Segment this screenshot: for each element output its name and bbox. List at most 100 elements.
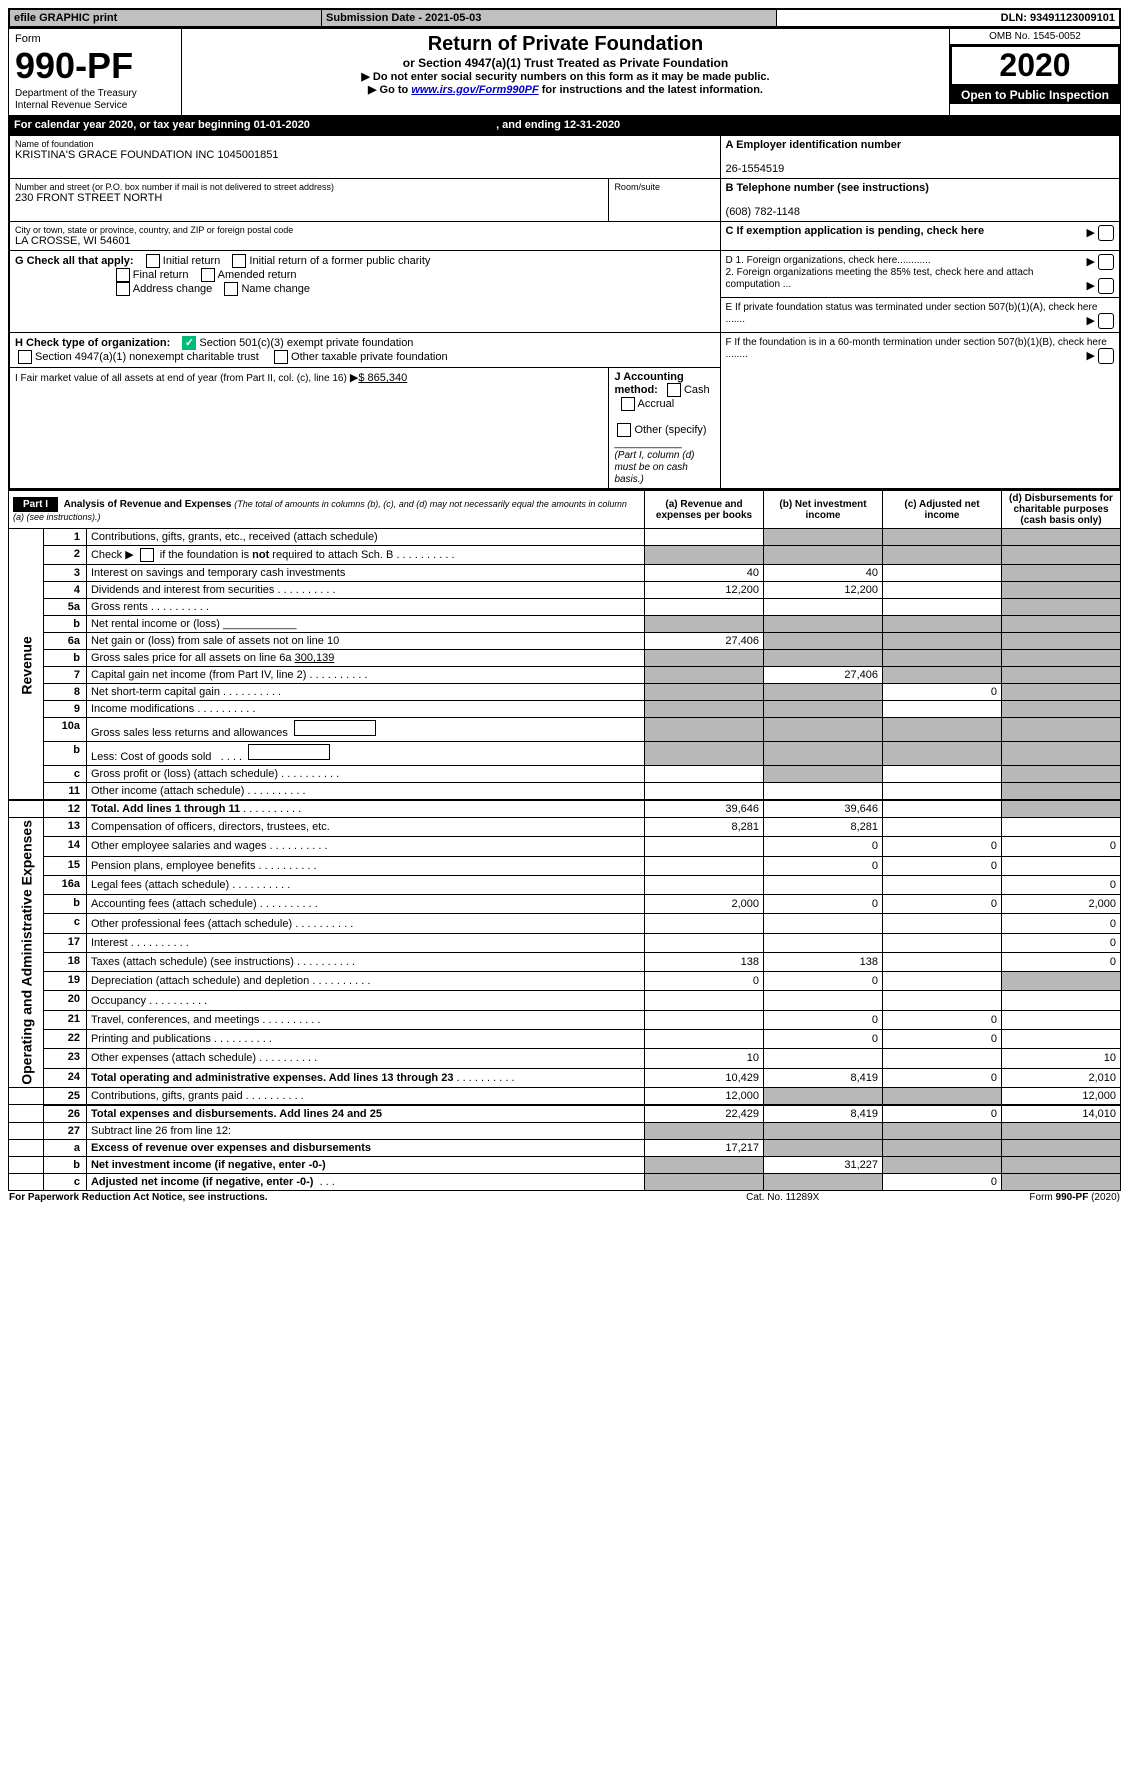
table-row: cAdjusted net income (if negative, enter… [9, 1173, 1121, 1190]
form-title: Return of Private Foundation [188, 33, 943, 56]
room-label: Room/suite [614, 182, 714, 192]
d1-check[interactable] [1098, 254, 1114, 270]
table-row: Operating and Administrative Expenses 13… [9, 818, 1121, 837]
city-label: City or town, state or province, country… [15, 225, 715, 235]
foundation-name: KRISTINA'S GRACE FOUNDATION INC 10450018… [15, 149, 715, 161]
tax-year: 2020 [950, 45, 1120, 86]
page-footer: For Paperwork Reduction Act Notice, see … [8, 1191, 1121, 1204]
h1-check[interactable]: ✓ [182, 336, 196, 350]
table-row: 26Total expenses and disbursements. Add … [9, 1105, 1121, 1123]
table-row: 5aGross rents [9, 599, 1121, 616]
table-row: 4Dividends and interest from securities … [9, 582, 1121, 599]
goto: ▶ Go to www.irs.gov/Form990PF for instru… [188, 83, 943, 96]
addr-label: Number and street (or P.O. box number if… [15, 182, 603, 192]
col-c: (c) Adjusted net income [883, 491, 1002, 529]
j1-check[interactable] [667, 383, 681, 397]
tel-label: B Telephone number (see instructions) [726, 182, 929, 194]
g5-check[interactable] [116, 282, 130, 296]
street: 230 FRONT STREET NORTH [15, 192, 603, 204]
calendar-year-row: For calendar year 2020, or tax year begi… [8, 116, 1121, 134]
footer-right: Form 990-PF (2020) [880, 1191, 1121, 1204]
g6-check[interactable] [224, 282, 238, 296]
dln: DLN: 93491123009101 [777, 9, 1120, 27]
table-row: 27Subtract line 26 from line 12: [9, 1122, 1121, 1139]
form-number: 990-PF [15, 45, 133, 86]
footer-left: For Paperwork Reduction Act Notice, see … [8, 1191, 685, 1204]
table-row: 3Interest on savings and temporary cash … [9, 565, 1121, 582]
col-b: (b) Net investment income [764, 491, 883, 529]
h2-check[interactable] [18, 350, 32, 364]
g4-check[interactable] [201, 268, 215, 282]
g1-check[interactable] [146, 254, 160, 268]
table-row: 15Pension plans, employee benefits 00 [9, 856, 1121, 875]
table-row: 18Taxes (attach schedule) (see instructi… [9, 952, 1121, 971]
revenue-label: Revenue [9, 529, 44, 801]
part-title: Analysis of Revenue and Expenses [64, 499, 232, 510]
g-label: G Check all that apply: [15, 255, 134, 267]
j3-check[interactable] [617, 423, 631, 437]
ein-label: A Employer identification number [726, 139, 902, 151]
table-row: 14Other employee salaries and wages 000 [9, 837, 1121, 856]
col-d: (d) Disbursements for charitable purpose… [1002, 491, 1121, 529]
c-checkbox[interactable] [1098, 225, 1114, 241]
part1-table: Part I Analysis of Revenue and Expenses … [8, 490, 1121, 1191]
h-label: H Check type of organization: [15, 337, 170, 349]
table-row: bNet rental income or (loss) ___________… [9, 616, 1121, 633]
name-label: Name of foundation [15, 139, 715, 149]
part-label: Part I [13, 497, 58, 512]
col-a: (a) Revenue and expenses per books [645, 491, 764, 529]
ein: 26-1554519 [726, 163, 785, 175]
city: LA CROSSE, WI 54601 [15, 235, 715, 247]
table-row: 23Other expenses (attach schedule) 1010 [9, 1049, 1121, 1068]
d1: D 1. Foreign organizations, check here..… [726, 255, 931, 266]
table-row: cOther professional fees (attach schedul… [9, 914, 1121, 933]
table-row: 10aGross sales less returns and allowanc… [9, 718, 1121, 742]
g3-check[interactable] [116, 268, 130, 282]
table-row: 6aNet gain or (loss) from sale of assets… [9, 633, 1121, 650]
form-link[interactable]: www.irs.gov/Form990PF [411, 84, 538, 96]
h3-check[interactable] [274, 350, 288, 364]
table-row: 11Other income (attach schedule) [9, 783, 1121, 801]
f-check[interactable] [1098, 348, 1114, 364]
table-row: 8Net short-term capital gain 0 [9, 684, 1121, 701]
c-label: C If exemption application is pending, c… [726, 225, 985, 237]
expenses-label: Operating and Administrative Expenses [9, 818, 44, 1088]
efile-label: efile GRAPHIC print [9, 9, 322, 27]
table-row: 9Income modifications [9, 701, 1121, 718]
submission-date: Submission Date - 2021-05-03 [322, 9, 777, 27]
table-row: 17Interest 0 [9, 933, 1121, 952]
table-row: bNet investment income (if negative, ent… [9, 1156, 1121, 1173]
e-label: E If private foundation status was termi… [726, 302, 1098, 325]
table-row: 2Check ▶ if the foundation is not requir… [9, 546, 1121, 565]
footer-mid: Cat. No. 11289X [685, 1191, 880, 1204]
telephone: (608) 782-1148 [726, 206, 800, 218]
table-row: bAccounting fees (attach schedule) 2,000… [9, 895, 1121, 914]
open-public: Open to Public Inspection [950, 86, 1120, 104]
table-row: bLess: Cost of goods sold . . . . [9, 742, 1121, 766]
table-row: 20Occupancy [9, 991, 1121, 1010]
e-check[interactable] [1098, 313, 1114, 329]
table-row: 16aLegal fees (attach schedule) 0 [9, 875, 1121, 894]
g2-check[interactable] [232, 254, 246, 268]
j-note: (Part I, column (d) must be on cash basi… [614, 450, 694, 485]
f-label: F If the foundation is in a 60-month ter… [726, 337, 1107, 360]
j2-check[interactable] [621, 397, 635, 411]
table-row: 12Total. Add lines 1 through 11 39,64639… [9, 800, 1121, 818]
table-row: 7Capital gain net income (from Part IV, … [9, 667, 1121, 684]
i-value: $ 865,340 [358, 372, 407, 384]
form-header: Form 990-PF Department of the Treasury I… [8, 28, 1121, 116]
table-row: Revenue 1Contributions, gifts, grants, e… [9, 529, 1121, 546]
table-row: 25Contributions, gifts, grants paid 12,0… [9, 1087, 1121, 1105]
table-row: 21Travel, conferences, and meetings 00 [9, 1010, 1121, 1029]
form-subtitle: or Section 4947(a)(1) Trust Treated as P… [188, 56, 943, 70]
d2: 2. Foreign organizations meeting the 85%… [726, 267, 1034, 290]
warn-ssn: Do not enter social security numbers on … [188, 70, 943, 83]
table-row: bGross sales price for all assets on lin… [9, 650, 1121, 667]
d2-check[interactable] [1098, 278, 1114, 294]
org-block: Name of foundation KRISTINA'S GRACE FOUN… [8, 134, 1121, 490]
table-row: 24Total operating and administrative exp… [9, 1068, 1121, 1087]
table-row: 19Depreciation (attach schedule) and dep… [9, 972, 1121, 991]
document-root: efile GRAPHIC print Submission Date - 20… [8, 8, 1121, 28]
omb: OMB No. 1545-0052 [950, 29, 1120, 45]
irs: Internal Revenue Service [15, 100, 127, 111]
